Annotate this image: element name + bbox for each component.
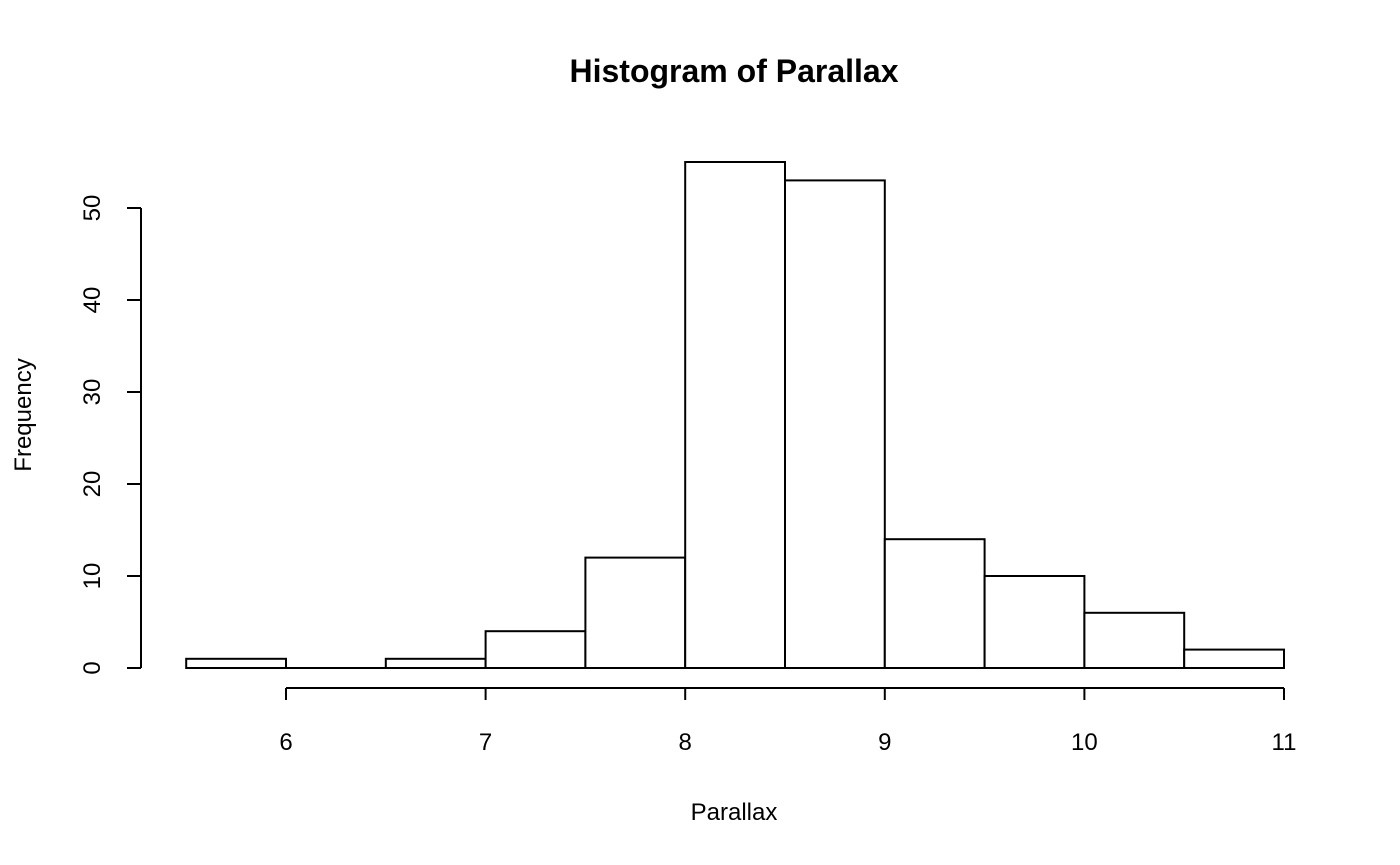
histogram-bar-2 xyxy=(384,657,487,669)
x-tick-label-7: 7 xyxy=(479,729,492,756)
y-tick-label-20: 20 xyxy=(79,471,106,498)
x-tick-label-10: 10 xyxy=(1071,729,1098,756)
bars-group xyxy=(185,161,1285,670)
histogram-bar-4 xyxy=(584,556,687,669)
y-tick-label-10: 10 xyxy=(79,563,106,590)
histogram-bar-3 xyxy=(484,630,587,670)
x-axis-label: Parallax xyxy=(691,799,778,826)
histogram-bar-7 xyxy=(883,538,986,670)
y-tick-label-0: 0 xyxy=(79,661,106,674)
histogram-bar-6 xyxy=(784,179,886,669)
chart-title: Histogram of Parallax xyxy=(570,53,899,89)
y-tick-label-30: 30 xyxy=(79,379,106,406)
x-tick-label-6: 6 xyxy=(279,729,292,756)
histogram-bar-0 xyxy=(185,657,287,669)
histogram-bar-9 xyxy=(1083,611,1186,669)
x-tick-label-8: 8 xyxy=(679,729,692,756)
y-axis: 0 10 20 30 40 50 xyxy=(79,195,142,675)
y-tick-label-50: 50 xyxy=(79,195,106,222)
histogram-bar-8 xyxy=(983,575,1086,669)
y-tick-label-40: 40 xyxy=(79,287,106,314)
y-axis-label: Frequency xyxy=(10,358,37,471)
x-tick-label-9: 9 xyxy=(878,729,891,756)
histogram-bar-5 xyxy=(684,161,787,669)
x-tick-label-11: 11 xyxy=(1272,729,1297,756)
histogram-bar-10 xyxy=(1183,648,1285,669)
x-axis: 6 7 8 9 10 11 xyxy=(279,687,1297,756)
